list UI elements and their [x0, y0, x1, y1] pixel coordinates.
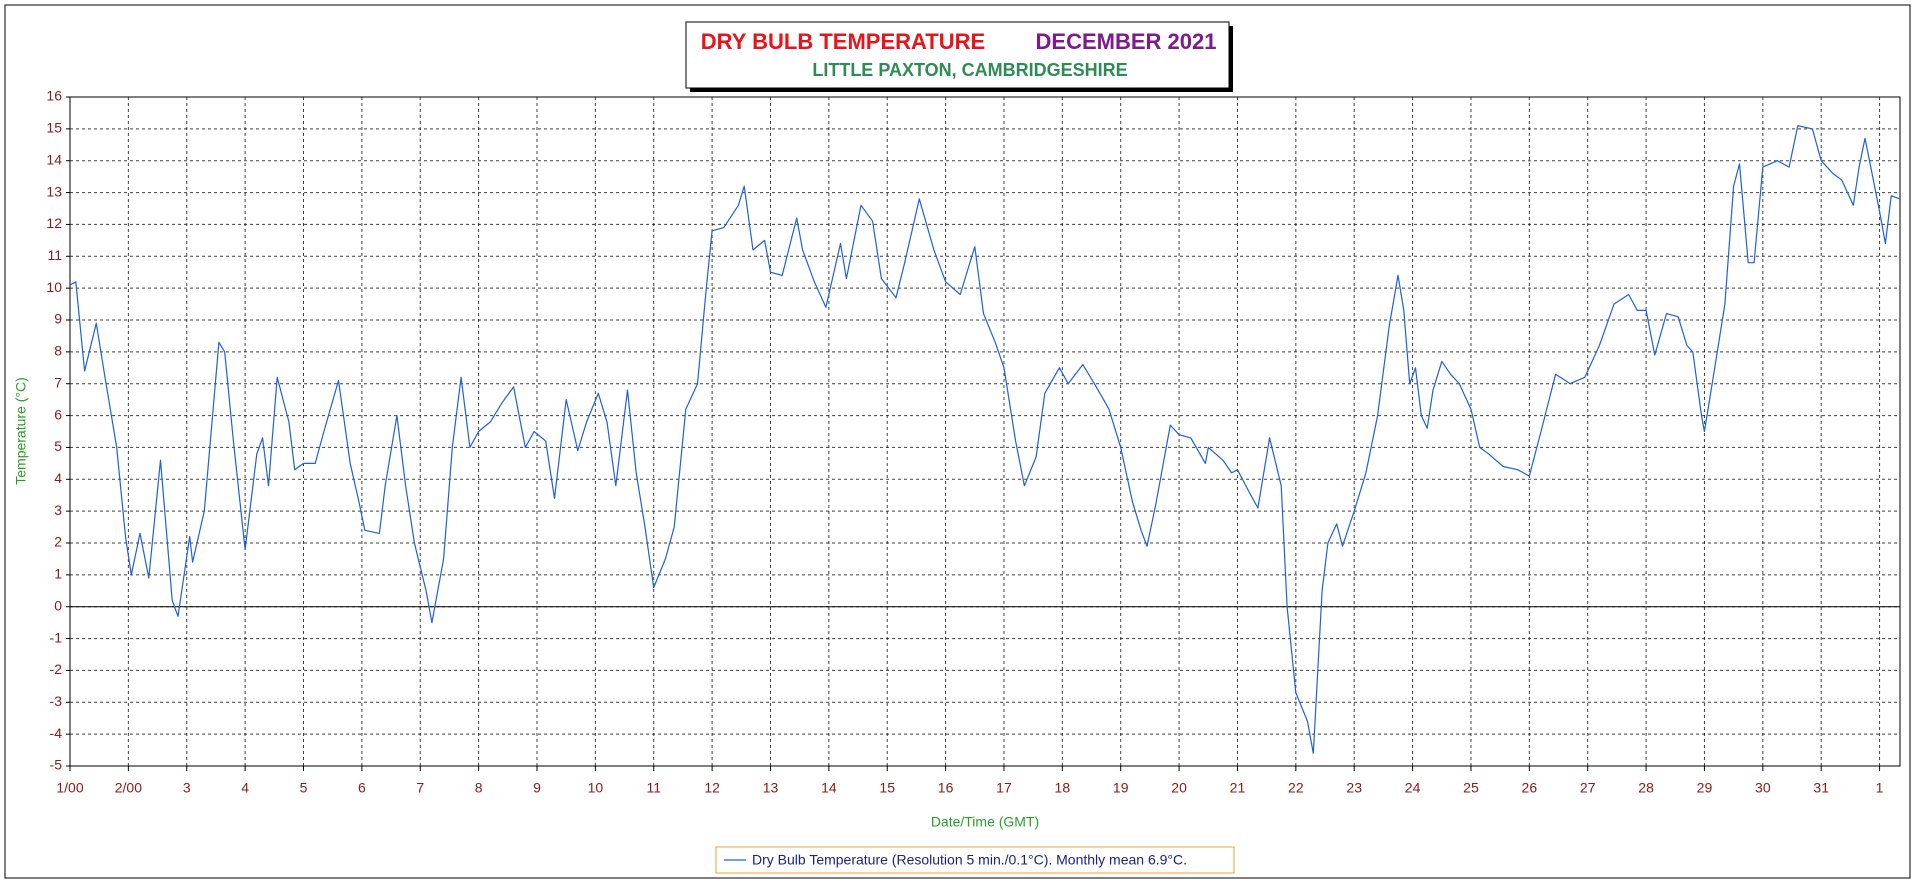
x-tick-label: 13 [763, 780, 779, 796]
x-tick-label: 2/00 [115, 780, 142, 796]
y-tick-label: 10 [46, 279, 62, 295]
y-tick-label: 16 [46, 88, 62, 104]
x-tick-label: 9 [533, 780, 541, 796]
y-tick-label: 7 [54, 374, 62, 390]
y-tick-label: 8 [54, 343, 62, 359]
x-tick-label: 1/00 [56, 780, 83, 796]
legend-box [715, 846, 1235, 874]
x-tick-label: 11 [646, 780, 661, 796]
chart-title-date: DECEMBER 2021 [1036, 29, 1217, 54]
y-tick-label: 6 [54, 406, 62, 422]
x-tick-label: 30 [1755, 780, 1771, 796]
y-tick-label: -1 [50, 629, 63, 645]
temperature-line [69, 125, 1901, 754]
x-tick-label: 4 [241, 780, 249, 796]
x-tick-label: 3 [183, 780, 191, 796]
y-tick-label: 2 [54, 534, 62, 550]
y-tick-label: 9 [54, 311, 62, 327]
y-axis-label: Temperature (°C) [13, 377, 29, 485]
x-tick-label: 29 [1697, 780, 1713, 796]
x-tick-label: 24 [1405, 780, 1421, 796]
y-tick-label: 13 [46, 183, 62, 199]
x-tick-label: 31 [1813, 780, 1829, 796]
x-tick-label: 8 [475, 780, 483, 796]
y-tick-label: -5 [50, 757, 63, 773]
chart-title: DRY BULB TEMPERATURE [701, 29, 985, 54]
y-tick-label: 0 [54, 597, 62, 613]
x-tick-label: 17 [996, 780, 1012, 796]
title-box [685, 21, 1230, 89]
x-tick-label: 7 [416, 780, 424, 796]
y-tick-label: 15 [46, 120, 62, 136]
y-tick-label: -3 [50, 693, 63, 709]
x-tick-label: 25 [1463, 780, 1479, 796]
x-tick-label: 19 [1113, 780, 1129, 796]
y-tick-label: 14 [46, 151, 62, 167]
y-tick-label: -4 [50, 725, 63, 741]
x-tick-label: 15 [879, 780, 895, 796]
legend-label: Dry Bulb Temperature (Resolution 5 min./… [752, 852, 1187, 868]
y-tick-label: 3 [54, 502, 62, 518]
x-tick-label: 12 [704, 780, 720, 796]
x-tick-label: 16 [938, 780, 954, 796]
y-tick-label: 4 [54, 470, 62, 486]
x-tick-label: 22 [1288, 780, 1304, 796]
x-tick-label: 1 [1876, 780, 1884, 796]
x-tick-label: 23 [1346, 780, 1362, 796]
y-tick-label: 5 [54, 438, 62, 454]
chart-subtitle: LITTLE PAXTON, CAMBRIDGESHIRE [812, 60, 1127, 80]
x-tick-label: 10 [588, 780, 604, 796]
x-tick-label: 27 [1580, 780, 1596, 796]
x-tick-label: 28 [1638, 780, 1654, 796]
x-tick-label: 26 [1522, 780, 1538, 796]
y-tick-label: 11 [47, 247, 62, 263]
plot-area [69, 96, 1901, 767]
y-tick-label: -2 [50, 661, 63, 677]
x-tick-label: 20 [1171, 780, 1187, 796]
x-tick-label: 21 [1230, 780, 1246, 796]
x-tick-label: 5 [300, 780, 308, 796]
x-tick-label: 6 [358, 780, 366, 796]
y-tick-label: 1 [54, 566, 62, 582]
frame [4, 4, 1911, 879]
x-tick-label: 18 [1055, 780, 1071, 796]
x-tick-label: 14 [821, 780, 837, 796]
x-axis-label: Date/Time (GMT) [931, 814, 1039, 830]
y-tick-label: 12 [46, 215, 62, 231]
